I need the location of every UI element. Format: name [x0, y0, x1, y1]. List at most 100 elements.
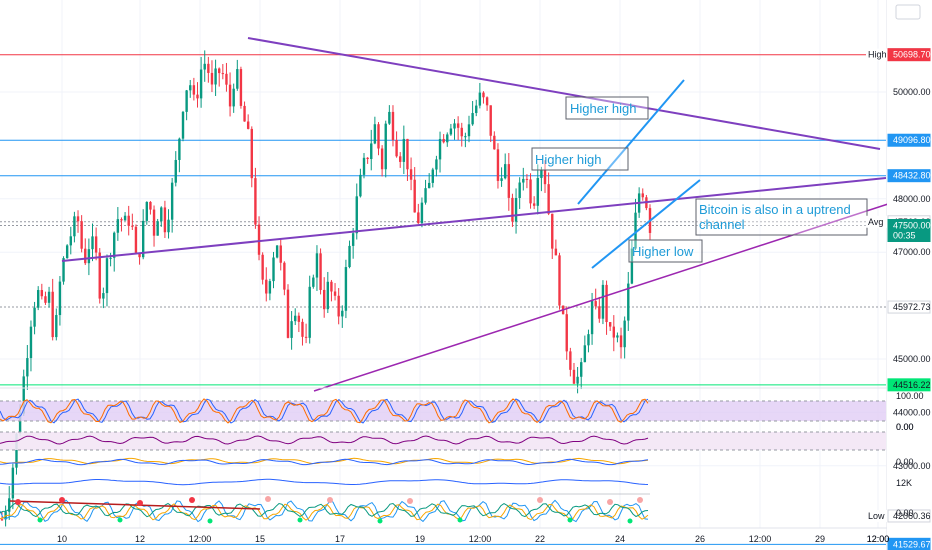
candle-body	[442, 138, 445, 143]
candle-body	[91, 236, 94, 250]
price-marker-prefix-box	[866, 215, 887, 228]
candle-body	[326, 281, 330, 310]
price-marker-label: 47500.00	[893, 221, 931, 231]
horizontal-levels	[0, 54, 886, 545]
annotation-text: Higher high	[535, 152, 602, 167]
indicator-panes	[0, 387, 932, 524]
oscillator-2-band	[0, 432, 886, 450]
wave-indicator-trend	[9, 500, 261, 510]
candle-body	[76, 216, 80, 222]
candle-body	[225, 73, 228, 85]
candle-body	[174, 159, 177, 183]
candle-body	[189, 85, 192, 91]
trend-line-ascending-support	[61, 177, 887, 262]
wave-indicator-dot-green	[567, 517, 573, 523]
candle-body	[203, 63, 206, 70]
oscillator-1-line-b	[0, 398, 649, 424]
candle-body	[601, 284, 605, 319]
axis-background	[887, 0, 932, 550]
candle-body	[344, 267, 348, 311]
candle-body	[44, 296, 47, 303]
time-tick-label: 12	[135, 534, 145, 544]
price-marker-prefix-box	[866, 48, 887, 61]
price-marker-prefix: Avg	[868, 217, 883, 227]
price-marker-prefix-box	[866, 509, 887, 522]
price-marker-countdown: 00:35	[893, 231, 916, 241]
annotation-higher-high-top: Higher high	[565, 96, 649, 120]
candle-body	[210, 72, 214, 85]
candle-body	[8, 498, 11, 512]
wave-indicator-dot-green	[117, 517, 123, 523]
candle-body	[236, 69, 239, 89]
candle-body	[608, 322, 612, 327]
candle-body	[587, 334, 590, 346]
candle-body	[149, 201, 152, 210]
candle-body	[532, 203, 536, 206]
price-axis: 50000.00 48000.00 47000.00 45000.00 44000.00…	[866, 0, 932, 550]
wave-indicator-dot-green	[457, 517, 463, 523]
price-marker-last: 47500.0000:35	[887, 219, 931, 242]
annotation-box	[628, 239, 703, 263]
candle-body	[94, 236, 98, 253]
candle-body	[612, 326, 615, 338]
candle-body	[547, 184, 550, 214]
candle-body	[391, 111, 395, 140]
time-tick-label: 26	[695, 534, 705, 544]
price-marker-resistance: 50698.70	[887, 48, 931, 62]
candle-body	[127, 215, 130, 226]
candle-body	[15, 433, 18, 468]
candle-body	[11, 467, 15, 499]
candle-body	[514, 197, 518, 222]
price-marker-support: 44516.22	[887, 378, 931, 392]
candle-body	[51, 291, 54, 338]
time-tick-label: 19	[415, 534, 425, 544]
candle-body	[634, 212, 637, 249]
time-tick-label: 24	[615, 534, 625, 544]
candle-body	[29, 326, 33, 359]
candle-body	[503, 164, 507, 179]
time-tick-label: 17	[335, 534, 345, 544]
wave-indicator-line-b	[0, 503, 649, 521]
candle-body	[406, 138, 409, 170]
candle-body	[630, 248, 634, 284]
price-marker-label: 45972.73	[893, 302, 931, 312]
candle-body	[605, 284, 608, 323]
candle-body	[616, 335, 619, 338]
candle-body	[366, 157, 369, 160]
price-tick-label: 48000.00	[893, 194, 931, 204]
candle-body	[58, 281, 62, 316]
indicator-tick-label: 0.00	[896, 457, 914, 467]
currency-badge	[895, 4, 921, 20]
candle-body	[370, 143, 373, 160]
candle-body	[192, 85, 196, 95]
candle-body	[569, 351, 572, 370]
candle-body	[424, 188, 427, 203]
candle-body	[431, 169, 434, 183]
candle-body	[485, 97, 489, 106]
candle-body	[449, 128, 453, 135]
candle-body	[304, 336, 308, 338]
annotation-higher-low: Higher low	[628, 239, 703, 263]
wave-indicator-dot	[15, 499, 21, 505]
price-tick-label: 44000.00	[893, 407, 931, 417]
candle-body	[134, 226, 138, 253]
candle-body	[73, 216, 76, 237]
price-marker-box	[887, 169, 931, 183]
candle-body	[294, 315, 297, 322]
candle-body	[471, 113, 474, 125]
candle-body	[214, 68, 217, 85]
candle-body	[576, 376, 579, 384]
candle-body	[594, 301, 597, 307]
candle-body	[558, 255, 561, 306]
price-marker-label: 41529.67	[893, 539, 931, 549]
wave-indicator-dot-green	[207, 518, 213, 524]
candle-body	[123, 215, 127, 221]
candle-body	[551, 213, 554, 249]
candle-body	[438, 138, 442, 160]
candle-body	[322, 289, 326, 310]
price-marker-label: 49096.80	[893, 135, 931, 145]
wave-indicator-dot-green	[297, 517, 303, 523]
candle-body	[301, 321, 304, 337]
